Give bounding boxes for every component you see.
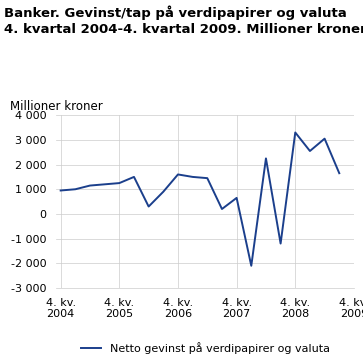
- Legend: Netto gevinst på verdipapirer og valuta: Netto gevinst på verdipapirer og valuta: [81, 342, 330, 354]
- Text: Banker. Gevinst/tap på verdipapirer og valuta
4. kvartal 2004-4. kvartal 2009. M: Banker. Gevinst/tap på verdipapirer og v…: [4, 5, 363, 36]
- Text: Millioner kroner: Millioner kroner: [10, 100, 103, 113]
